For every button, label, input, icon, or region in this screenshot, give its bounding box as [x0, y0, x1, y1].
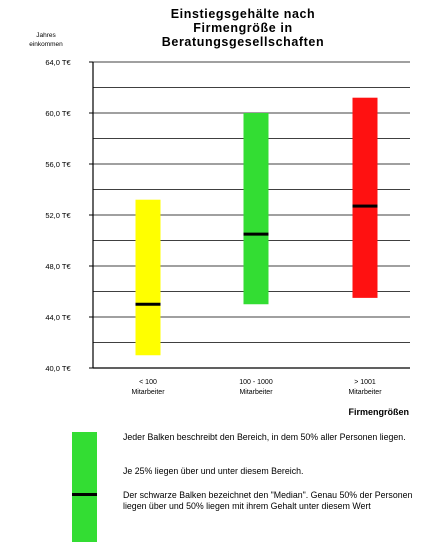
- category-label: < 100: [139, 379, 157, 386]
- chart-plot: Einstiegsgehälte nach Firmengröße in Ber…: [29, 7, 410, 417]
- y-tick-label: 56,0 T€: [45, 160, 71, 169]
- chart-title-line-3: Beratungsgesellschaften: [162, 35, 324, 49]
- chart-title-line-1: Einstiegsgehälte nach: [171, 7, 316, 21]
- y-axis-label-line-1: Jahres: [36, 32, 56, 39]
- chart-title-line-2: Firmengröße in: [193, 21, 292, 35]
- y-tick-label: 60,0 T€: [45, 109, 71, 118]
- median-marker: [352, 204, 378, 208]
- y-axis-label-line-2: einkommen: [29, 41, 63, 48]
- category-label: Mitarbeiter: [131, 389, 165, 396]
- y-tick-label: 40,0 T€: [45, 364, 71, 373]
- range-bar: [135, 199, 161, 356]
- category-label: Mitarbeiter: [348, 389, 382, 396]
- x-axis-label: Firmengrößen: [348, 407, 409, 417]
- median-marker: [243, 232, 269, 236]
- range-bar: [352, 97, 378, 298]
- legend-median-marker: [72, 493, 97, 496]
- range-bar: [243, 113, 269, 305]
- category-label: > 1001: [354, 379, 376, 386]
- legend-text-range: Jeder Balken beschreibt den Bereich, in …: [123, 432, 406, 442]
- category-label: 100 - 1000: [239, 379, 273, 386]
- median-marker: [135, 302, 161, 306]
- y-tick-label: 64,0 T€: [45, 58, 71, 67]
- legend-text-quartiles: Je 25% liegen über und unter diesem Bere…: [123, 466, 304, 476]
- y-tick-label: 48,0 T€: [45, 262, 71, 271]
- legend-text-median: Der schwarze Balken bezeichnet den "Medi…: [123, 490, 413, 511]
- y-tick-label: 52,0 T€: [45, 211, 71, 220]
- y-tick-label: 44,0 T€: [45, 313, 71, 322]
- legend-swatch: [72, 432, 97, 542]
- category-label: Mitarbeiter: [239, 389, 273, 396]
